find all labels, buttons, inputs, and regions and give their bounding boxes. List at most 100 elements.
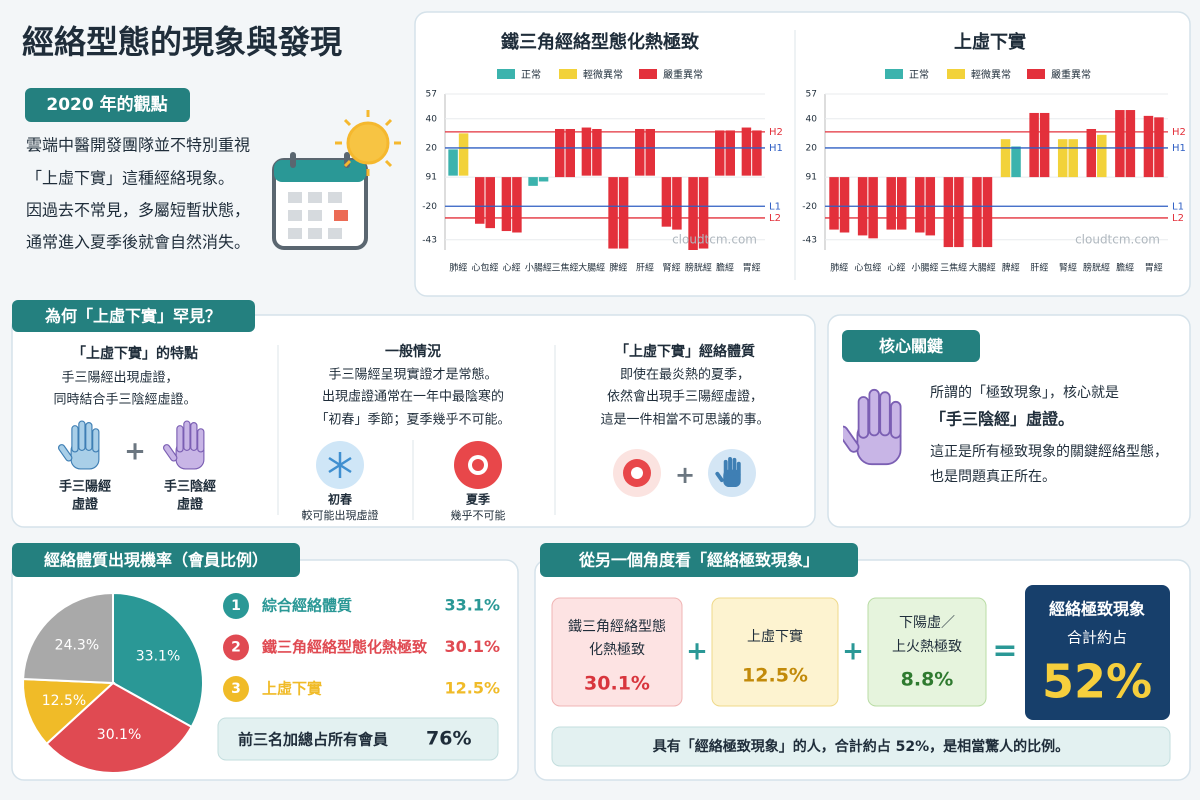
bar (475, 177, 485, 224)
pie-slice (22, 677, 116, 746)
bar (752, 130, 762, 176)
badge (842, 330, 980, 362)
bar (839, 177, 850, 233)
bar (954, 177, 964, 248)
x-tick-label: 膽經 (1116, 262, 1134, 274)
column-line: 這是一件相當不可思議的事。 (600, 412, 769, 428)
legend-number: 3 (231, 681, 241, 697)
bar (555, 128, 565, 178)
x-tick-label: 心經 (503, 262, 521, 274)
bar (943, 177, 954, 248)
key-line: 這正是所有極致現象的關鍵經絡型態， (930, 444, 1168, 460)
column-heading: 一般情況 (385, 343, 441, 360)
badge-text: 2020 年的觀點 (46, 94, 167, 115)
bar (538, 177, 549, 182)
result-line: 經絡極致現象 (1049, 600, 1145, 619)
box-line: 上火熱極致 (892, 639, 962, 655)
y-tick-label: 91 (426, 173, 437, 183)
key-panel (827, 314, 1191, 528)
y-tick-label: -20 (422, 202, 437, 212)
result-box (1025, 585, 1170, 720)
legend-value: 33.1% (444, 596, 500, 615)
bar (972, 177, 982, 248)
icon-label: 虛證 (177, 497, 204, 513)
bar (915, 177, 925, 233)
bar (725, 130, 735, 176)
badge (540, 543, 858, 577)
bar (886, 177, 896, 230)
slice-label: 12.5% (42, 693, 86, 709)
legend-label: 輕微異常 (583, 68, 623, 81)
badge-text: 為何「上虛下實」罕見？ (45, 307, 221, 326)
legend-number: 1 (231, 598, 241, 614)
y-tick-label: -43 (802, 235, 817, 245)
reference-label: L1 (769, 201, 781, 212)
bar (1039, 112, 1050, 178)
bar (1086, 128, 1097, 178)
bar (672, 177, 682, 230)
bar (1029, 112, 1039, 178)
x-tick-label: 脾經 (1002, 262, 1020, 274)
chart-title: 鐵三角經絡型態化熱極致 (501, 31, 700, 53)
slice-label: 30.1% (97, 727, 141, 743)
legend-label: 輕微異常 (971, 68, 1011, 81)
bar (501, 177, 512, 232)
bar (458, 133, 469, 176)
bar (528, 177, 538, 186)
legend-label: 綜合經絡體質 (262, 597, 352, 615)
bar (661, 177, 672, 227)
pie-chart: 33.1% 30.1% 12.5% 24.3% 1 綜合經絡體質 33.1% 2 鐵三角經絡型態… (22, 591, 500, 774)
slice-label: 33.1% (136, 649, 180, 665)
icon-label: 手三陰經 (164, 479, 216, 495)
y-tick-label: 20 (426, 143, 438, 153)
y-tick-label: 20 (806, 143, 818, 153)
legend-swatch (947, 69, 965, 79)
key-line: 所謂的「極致現象」，核心就是 (930, 385, 1119, 401)
box-value: 8.8% (901, 669, 954, 691)
pie-slice (45, 681, 193, 774)
legend-label: 正常 (909, 68, 929, 81)
reference-label: L1 (1172, 201, 1184, 212)
badge (12, 300, 255, 332)
bar (741, 127, 752, 176)
legend-label: 正常 (521, 68, 541, 81)
intro-line: 「上虛下實」這種經絡現象。 (26, 169, 234, 188)
legend-marker (223, 593, 249, 619)
badge-text: 核心關鍵 (879, 337, 943, 356)
intro-line: 雲端中醫開發團隊並不特別重視 (26, 136, 250, 155)
legend-label: 嚴重異常 (663, 68, 703, 81)
box-value: 30.1% (584, 673, 650, 695)
result-value: 52% (1042, 655, 1152, 709)
box-line: 下陽虛／ (899, 615, 955, 631)
x-tick-label: 胃經 (743, 262, 761, 274)
x-tick-label: 心包經 (854, 262, 881, 274)
x-tick-label: 肺經 (830, 262, 848, 274)
legend-value: 12.5% (444, 679, 500, 698)
summary-text: 前三名加總占所有會員 (238, 731, 388, 749)
x-tick-label: 大腸經 (969, 262, 996, 274)
summary-value: 76% (426, 728, 471, 750)
x-tick-label: 三焦經 (551, 262, 578, 274)
badge-text: 經絡體質出現機率（會員比例） (44, 551, 268, 570)
summary-box (217, 717, 499, 761)
legend-swatch (559, 69, 577, 79)
bar (635, 128, 645, 176)
bar (715, 130, 725, 176)
bar (829, 177, 839, 230)
y-tick-label: 57 (426, 90, 437, 100)
pie-slice (22, 591, 114, 685)
x-tick-label: 三焦經 (940, 262, 967, 274)
column-line: 手三陽經呈現實證才是常態。 (328, 367, 497, 383)
x-tick-label: 小腸經 (525, 262, 552, 274)
bar (896, 177, 907, 230)
x-tick-label: 膽經 (716, 262, 734, 274)
bar (1125, 110, 1136, 178)
box-line: 上虛下實 (747, 628, 803, 645)
page-title: 經絡型態的現象與發現 (22, 23, 342, 61)
bar (485, 177, 495, 229)
bar (982, 177, 993, 248)
box-value: 12.5% (742, 665, 808, 687)
bar (1000, 139, 1011, 178)
x-tick-label: 膀胱經 (1083, 262, 1110, 274)
